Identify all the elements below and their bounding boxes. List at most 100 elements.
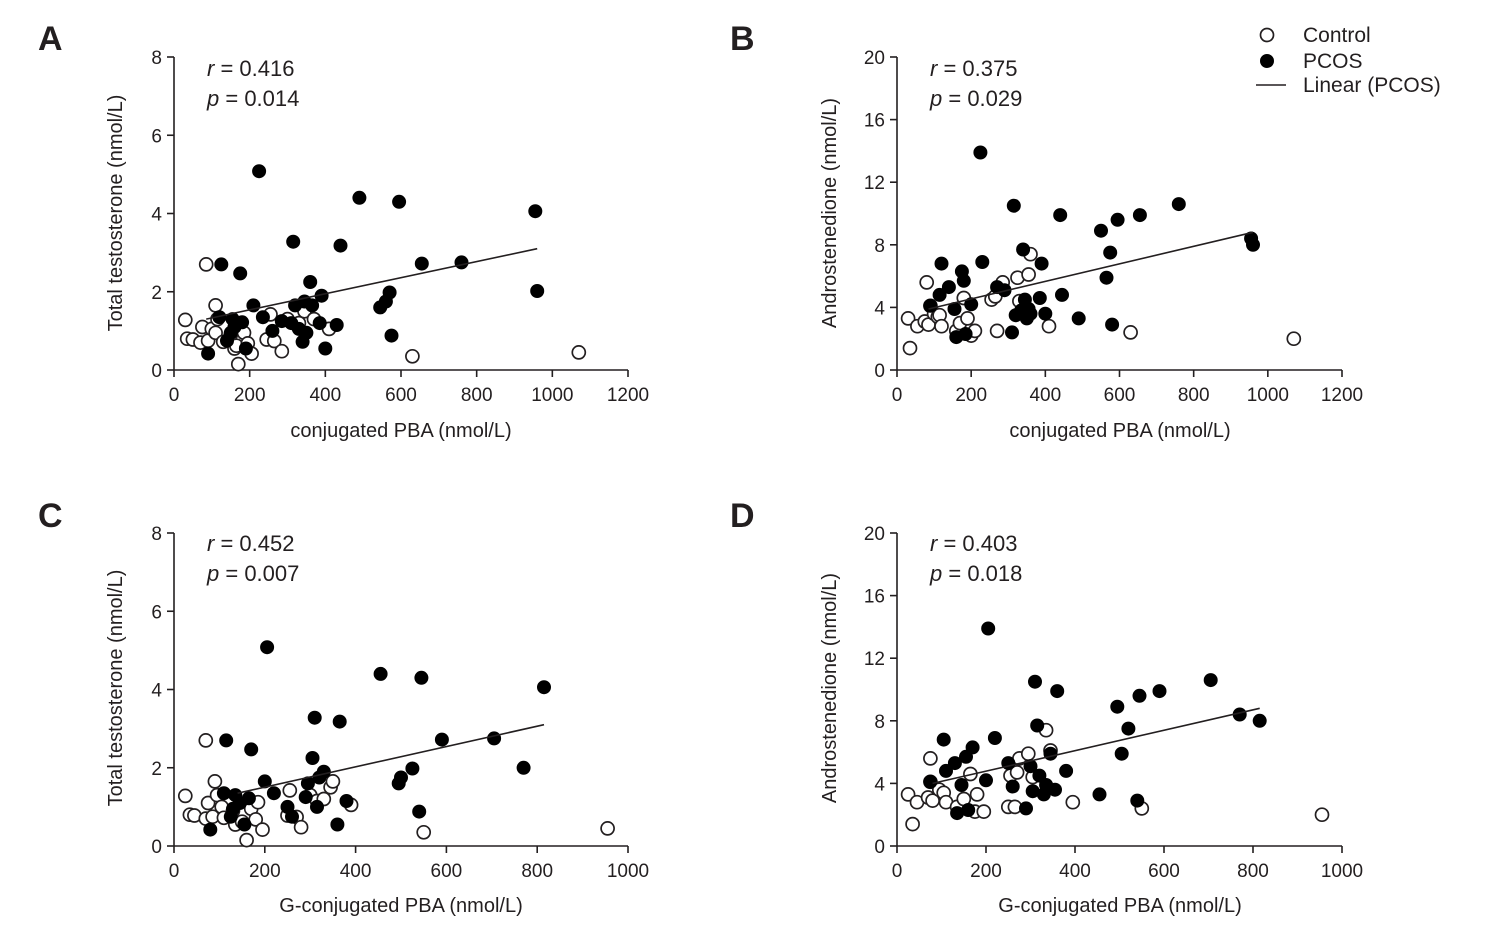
control-point-b	[1021, 267, 1036, 282]
y-tick-label-b: 0	[874, 361, 885, 382]
pcos-point-c	[339, 794, 354, 808]
control-point-a	[230, 356, 246, 372]
control-point-d	[976, 804, 992, 819]
panel-d: D r = 0.403 p = 0.018 G-conjugated PBA (…	[730, 497, 1363, 917]
pcos-point-c	[412, 804, 427, 819]
pcos-point-b	[1055, 287, 1069, 302]
y-tick-label-c: 2	[151, 759, 162, 780]
x-tick-label-c: 800	[521, 861, 553, 882]
pcos-point-b	[964, 297, 979, 312]
pcos-point-a	[238, 341, 253, 356]
pcos-point-a	[235, 315, 250, 330]
y-tick-label-a: 2	[151, 283, 162, 304]
pcos-point-d	[979, 773, 993, 788]
pcos-point-d	[947, 756, 962, 771]
x-axis-label-d: G-conjugated PBA (nmol/L)	[998, 895, 1241, 917]
pcos-point-d	[1114, 746, 1129, 761]
y-tick-label-d: 12	[864, 649, 885, 670]
pcos-point-a	[214, 257, 229, 272]
r-stat-a: r = 0.416	[207, 56, 294, 81]
x-tick-label-a: 400	[309, 385, 341, 406]
control-point-c	[248, 812, 264, 827]
x-tick-label-b: 1200	[1321, 385, 1363, 406]
pcos-point-d	[1043, 746, 1058, 761]
x-tick-label-c: 400	[340, 861, 372, 882]
pcos-point-b	[1034, 256, 1049, 271]
linear-fit-line-b	[928, 231, 1254, 310]
pcos-point-b	[1094, 223, 1108, 238]
p-stat-a: p = 0.014	[206, 86, 299, 111]
panel-c: C r = 0.452 p = 0.007 G-conjugated PBA (…	[38, 497, 649, 917]
pcos-point-c	[219, 733, 234, 748]
pcos-point-c	[266, 786, 281, 801]
legend: Control PCOS Linear (PCOS)	[1256, 24, 1441, 97]
y-tick-label-c: 6	[151, 602, 162, 623]
pcos-point-c	[241, 791, 256, 806]
pcos-point-a	[233, 266, 248, 281]
pcos-point-a	[333, 238, 348, 253]
pcos-point-c	[307, 710, 322, 725]
pcos-point-c	[216, 786, 231, 801]
pcos-point-d	[959, 749, 973, 764]
x-tick-label-b: 0	[892, 385, 903, 406]
linear-fit-line-a	[206, 247, 538, 320]
pcos-point-d	[1092, 787, 1107, 802]
pcos-point-c	[310, 799, 324, 814]
y-tick-label-c: 0	[151, 837, 162, 858]
x-tick-label-b: 600	[1104, 385, 1136, 406]
control-point-d	[969, 787, 985, 802]
control-point-c	[255, 822, 270, 837]
x-tick-label-b: 200	[955, 385, 987, 406]
r-stat-d: r = 0.403	[930, 531, 1017, 556]
pcos-point-b	[1171, 197, 1186, 212]
y-axis-label-c: Total testosterone (nmol/L)	[105, 570, 127, 807]
pcos-point-c	[516, 760, 531, 775]
pcos-point-c	[285, 809, 299, 824]
pcos-point-a	[255, 310, 270, 325]
pcos-point-b	[1016, 242, 1031, 257]
pcos-point-b	[932, 287, 947, 302]
pcos-point-d	[1252, 713, 1267, 728]
control-point-b	[1286, 331, 1302, 347]
control-point-c	[177, 788, 193, 804]
pcos-point-d	[987, 731, 1002, 745]
x-tick-label-c: 1000	[607, 861, 649, 882]
pcos-point-b	[1038, 306, 1053, 321]
pcos-point-d	[939, 763, 953, 778]
pcos-point-c	[537, 680, 551, 695]
y-tick-label-a: 0	[151, 361, 162, 382]
control-point-a	[405, 348, 420, 364]
pcos-point-a	[392, 194, 407, 209]
pcos-point-d	[1030, 718, 1045, 733]
y-tick-label-a: 6	[151, 126, 162, 147]
y-tick-label-b: 12	[864, 173, 885, 194]
y-axis-label-b: Androstenedione (nmol/L)	[819, 98, 841, 328]
x-tick-label-a: 0	[169, 385, 180, 406]
control-point-d	[1314, 807, 1330, 823]
pcos-point-d	[1050, 684, 1065, 699]
control-point-d	[923, 751, 938, 766]
panel-letter-c: C	[38, 497, 63, 535]
x-tick-label-d: 200	[970, 861, 1002, 882]
control-point-b	[960, 311, 975, 326]
linear-fit-line-d	[932, 707, 1260, 785]
legend-pcos-label: PCOS	[1303, 50, 1363, 73]
pcos-point-d	[1019, 801, 1033, 816]
pcos-point-b	[1071, 311, 1086, 326]
pcos-point-c	[305, 751, 320, 765]
pcos-point-a	[303, 275, 318, 289]
pcos-point-a	[414, 256, 429, 271]
panel-letter-a: A	[38, 20, 63, 58]
legend-pcos-marker	[1260, 54, 1274, 68]
pcos-point-a	[265, 323, 280, 338]
pcos-point-b	[973, 145, 988, 160]
x-tick-label-a: 1200	[607, 385, 649, 406]
pcos-point-c	[203, 822, 218, 837]
x-tick-label-d: 0	[892, 861, 903, 882]
pcos-point-c	[414, 670, 429, 685]
legend-control-marker	[1259, 27, 1275, 43]
control-point-a	[208, 298, 223, 313]
pcos-point-b	[1032, 291, 1047, 305]
pcos-point-c	[373, 666, 388, 681]
